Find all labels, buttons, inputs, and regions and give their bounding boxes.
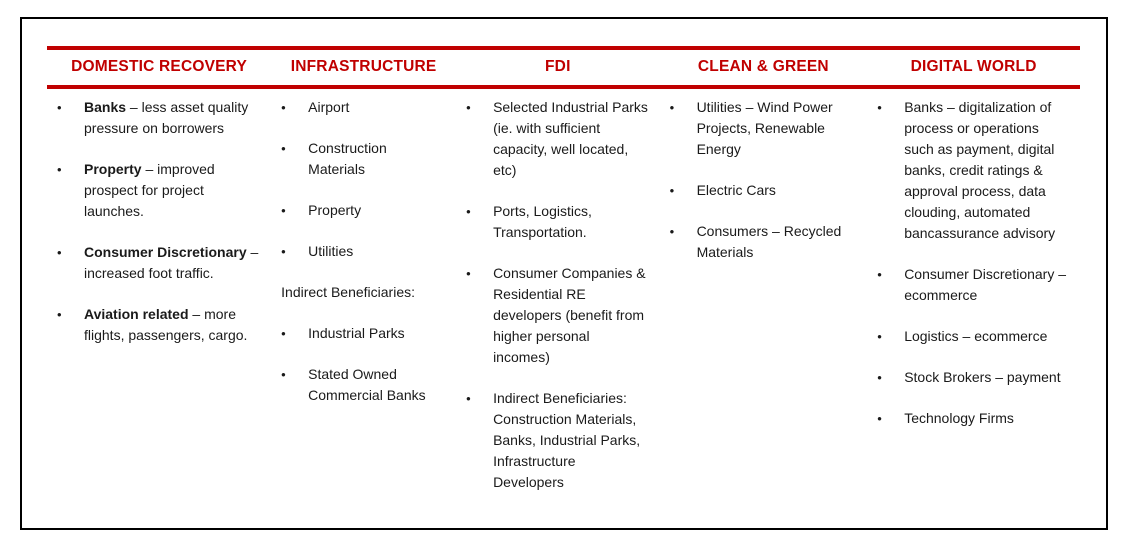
column-body-2: Selected Industrial Parks (ie. with suff… — [456, 89, 660, 513]
list-item: Consumers – Recycled Materials — [660, 221, 868, 263]
column-header-1: INFRASTRUCTURE — [290, 58, 437, 75]
list-item: Logistics – ecommerce — [867, 326, 1080, 347]
item-lead-bold: Aviation related — [84, 306, 189, 322]
column-body-1: Airport Construction Materials Property Uti… — [271, 89, 456, 513]
column-header-0: DOMESTIC RECOVERY — [71, 58, 248, 75]
list-item: Construction Materials — [271, 138, 456, 180]
column-body-0: Banks – less asset quality pressure on b… — [47, 89, 271, 513]
body-row: Banks – less asset quality pressure on b… — [47, 89, 1080, 513]
list-item: Electric Cars — [660, 180, 868, 201]
item-lead-bold: Property — [84, 161, 142, 177]
list-item: Stated Owned Commercial Banks — [271, 364, 456, 406]
header-row: DOMESTIC RECOVERY INFRASTRUCTURE FDI CLEAN … — [47, 50, 1080, 85]
column-header-4: DIGITAL WORLD — [910, 58, 1037, 75]
list-item: Consumer Companies & Residential RE deve… — [456, 263, 660, 368]
column-header-2: FDI — [545, 58, 571, 75]
header-bottom-rule — [47, 85, 1080, 89]
list-item: Utilities — [271, 241, 456, 262]
list-item: Banks – digitalization of process or ope… — [867, 97, 1080, 244]
list-item: Stock Brokers – payment — [867, 367, 1080, 388]
list-item: Airport — [271, 97, 456, 118]
list-item: Ports, Logistics, Transportation. — [456, 201, 660, 243]
list-item: Indirect Beneficiaries: Construction Mat… — [456, 388, 660, 493]
list-item: Consumer Discretionary – increased foot … — [47, 242, 271, 284]
list-item: Industrial Parks — [271, 323, 456, 344]
list-item: Technology Firms — [867, 408, 1080, 429]
item-lead-bold: Banks — [84, 99, 127, 115]
list-item: Property — [271, 200, 456, 221]
item-lead-bold: Consumer Discretionary — [84, 244, 247, 260]
list-item: Utilities – Wind Power Projects, Renewab… — [660, 97, 868, 160]
column-body-4: Banks – digitalization of process or ope… — [867, 89, 1080, 513]
list-item: Aviation related – more flights, passeng… — [47, 304, 271, 346]
list-item: Selected Industrial Parks (ie. with suff… — [456, 97, 660, 181]
list-item: Consumer Discretionary – ecommerce — [867, 264, 1080, 306]
slide-frame: DOMESTIC RECOVERY INFRASTRUCTURE FDI CLEAN … — [20, 17, 1108, 530]
list-item: Property – improved prospect for project… — [47, 159, 271, 222]
column-header-3: CLEAN & GREEN — [697, 58, 829, 75]
column-body-3: Utilities – Wind Power Projects, Renewab… — [660, 89, 868, 513]
sector-table: DOMESTIC RECOVERY INFRASTRUCTURE FDI CLEAN … — [47, 46, 1080, 524]
list-item: Banks – less asset quality pressure on b… — [47, 97, 271, 139]
top-rule — [47, 46, 1080, 50]
subheading-text: Indirect Beneficiaries: — [281, 284, 415, 300]
